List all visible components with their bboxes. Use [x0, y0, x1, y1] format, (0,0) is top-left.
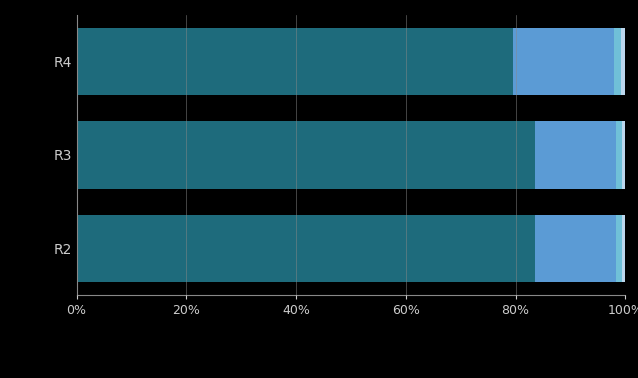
Bar — [621, 28, 625, 95]
Bar — [513, 28, 614, 95]
Bar — [614, 28, 621, 95]
Bar — [77, 121, 535, 189]
Bar — [616, 215, 622, 282]
Bar — [535, 215, 616, 282]
Bar — [622, 215, 625, 282]
Bar — [535, 121, 616, 189]
Bar — [622, 121, 625, 189]
Bar — [77, 215, 535, 282]
Bar — [616, 121, 622, 189]
Bar — [77, 28, 513, 95]
